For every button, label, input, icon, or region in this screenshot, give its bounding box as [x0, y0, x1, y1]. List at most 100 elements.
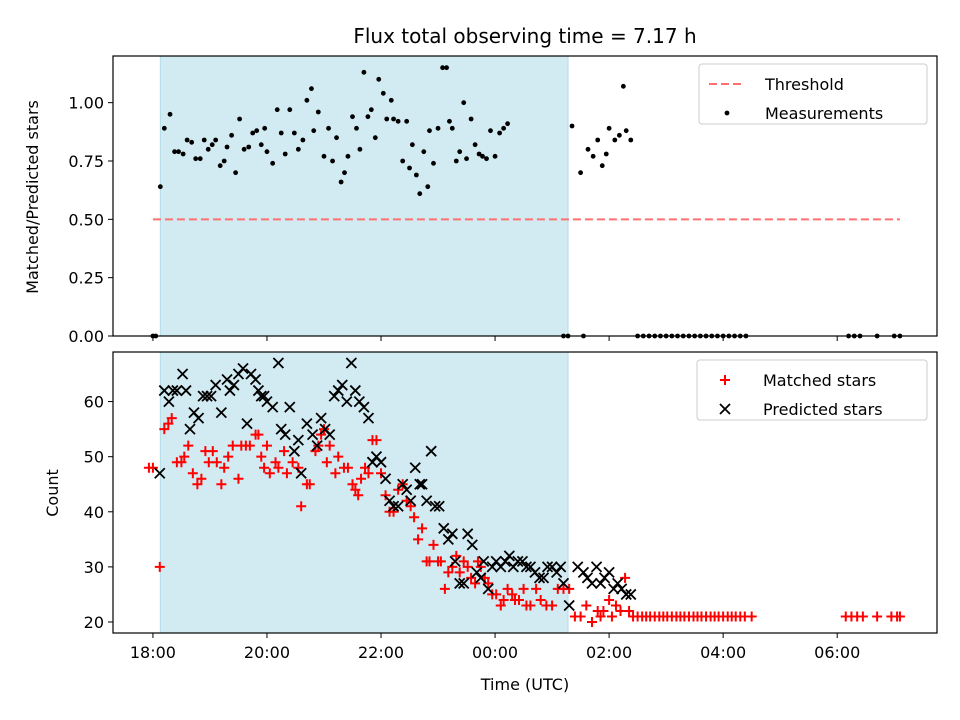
data-point [368, 107, 374, 113]
data-point [309, 86, 314, 92]
series-matched-stars [143, 413, 905, 627]
data-point [358, 401, 370, 413]
x-tick-label: 18:00 [130, 643, 176, 662]
data-point [518, 583, 529, 594]
data-point [514, 594, 525, 605]
x-axis-label: Time (UTC) [480, 675, 569, 694]
x-tick-label: 04:00 [700, 643, 746, 662]
data-point [197, 156, 203, 162]
data-point [333, 451, 344, 462]
data-point [590, 153, 596, 159]
data-point [356, 473, 367, 484]
data-point [176, 457, 187, 468]
data-point [172, 149, 177, 155]
data-point [365, 114, 371, 120]
data-point [201, 390, 213, 402]
data-point [254, 128, 260, 134]
data-point [427, 128, 432, 134]
data-point [461, 100, 467, 106]
data-point [179, 451, 190, 462]
data-point [397, 478, 409, 490]
data-point [388, 506, 399, 517]
data-point [488, 128, 493, 134]
data-point [563, 599, 575, 612]
data-point [261, 440, 272, 451]
data-point [321, 153, 327, 159]
data-point [233, 170, 239, 176]
legend-box [698, 63, 928, 125]
x-tick-label: 02:00 [586, 643, 632, 662]
data-point [296, 501, 307, 512]
data-point [301, 417, 313, 430]
data-point [457, 149, 463, 155]
data-point [400, 158, 406, 164]
data-point [443, 567, 454, 578]
data-point [433, 500, 445, 512]
data-point [295, 146, 301, 152]
data-point [603, 566, 615, 579]
data-point [350, 114, 355, 120]
data-point [395, 118, 401, 124]
data-point [217, 163, 223, 169]
data-point [431, 160, 436, 166]
data-point [330, 158, 335, 164]
data-point [311, 128, 317, 134]
data-point [535, 594, 546, 605]
data-point [466, 539, 478, 551]
data-point [416, 478, 428, 490]
data-point [512, 555, 524, 568]
chart-title: Flux total observing time = 7.17 h [353, 24, 696, 48]
data-point [316, 429, 327, 440]
data-point [547, 600, 558, 611]
data-point [502, 583, 513, 594]
data-point [366, 456, 379, 468]
data-point [413, 534, 424, 545]
data-point [624, 605, 635, 616]
data-point [273, 462, 284, 473]
data-point [161, 125, 167, 131]
data-point [392, 500, 404, 512]
data-point [350, 484, 361, 495]
data-point [595, 137, 601, 143]
data-point [189, 139, 195, 145]
data-point [495, 600, 506, 611]
data-point [499, 555, 511, 568]
data-point [249, 373, 262, 386]
data-point [380, 490, 391, 501]
data-point [187, 468, 198, 479]
y-tick-label: 20 [84, 613, 104, 632]
data-point [498, 594, 509, 605]
data-point [221, 373, 233, 386]
count-panel: 20 30 40 50 60 18:00 20:00 22:00 00:00 02:00 04:00… [84, 351, 938, 662]
data-point [438, 522, 450, 534]
data-point [180, 384, 192, 397]
data-point [429, 500, 441, 512]
data-point [587, 616, 598, 627]
data-point [229, 132, 235, 138]
data-point [244, 440, 255, 451]
data-point [216, 479, 227, 490]
data-point [250, 130, 256, 136]
data-point [421, 149, 427, 155]
data-point [435, 556, 446, 567]
data-point [324, 440, 335, 451]
data-point [472, 142, 478, 148]
legend-box [696, 359, 928, 421]
data-point [304, 479, 315, 490]
data-point [264, 468, 275, 479]
data-point [606, 125, 612, 131]
data-point [484, 156, 489, 162]
data-point [520, 561, 533, 573]
data-point [213, 137, 219, 143]
data-point [501, 125, 507, 131]
data-point [505, 121, 511, 127]
data-point [324, 429, 336, 441]
data-point [620, 83, 626, 89]
data-point [201, 137, 207, 143]
data-point [393, 484, 404, 495]
data-point [557, 577, 570, 590]
data-point [444, 65, 449, 71]
data-point [610, 600, 621, 611]
data-point [192, 479, 203, 490]
